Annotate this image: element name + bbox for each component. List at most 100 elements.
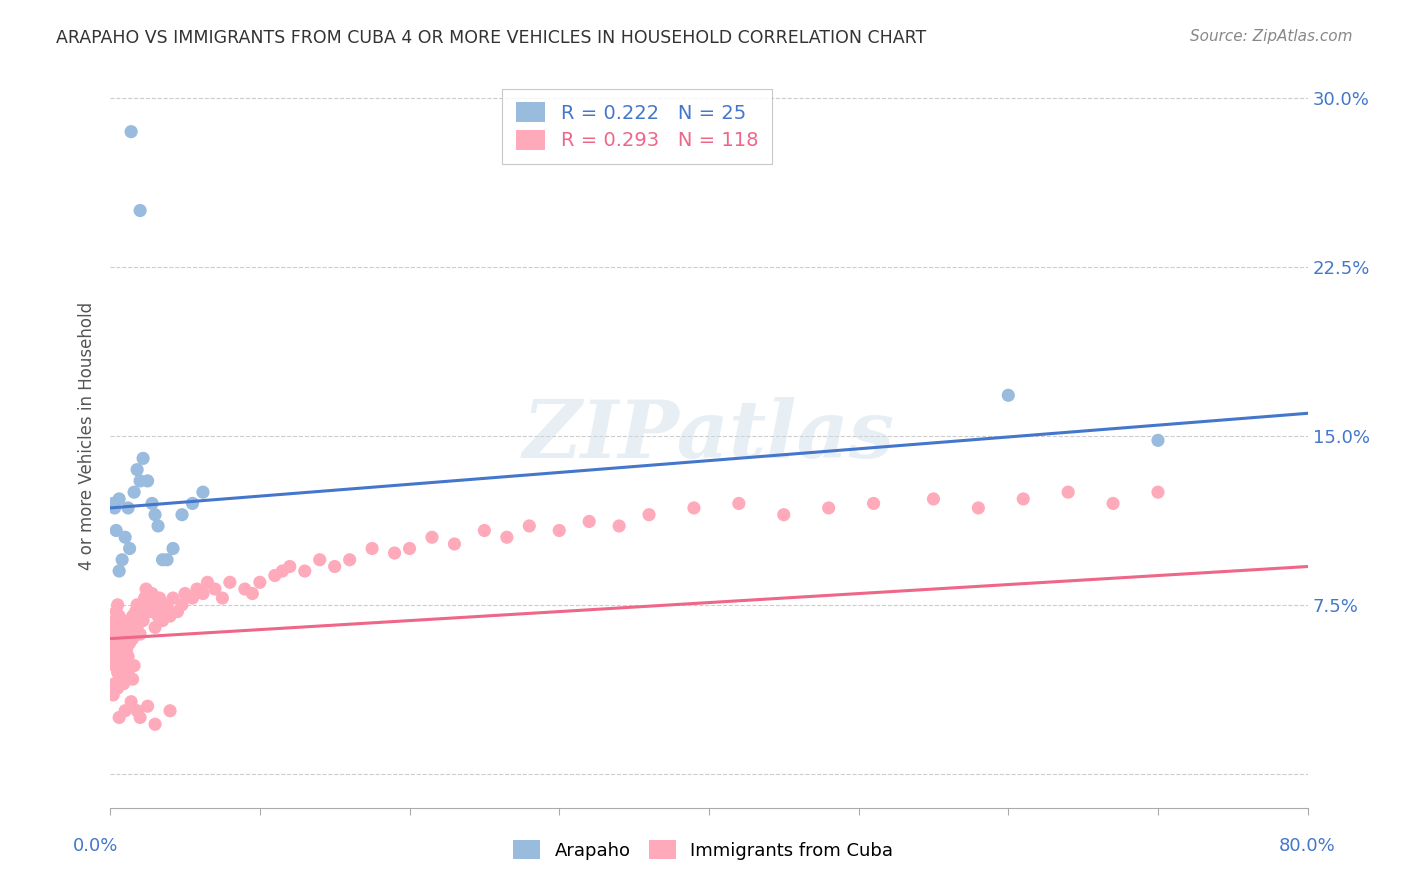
Point [728, 496, 751, 510]
Point [136, 598, 159, 612]
Point [607, 519, 630, 533]
Point [1147, 434, 1170, 448]
Point [143, 717, 166, 731]
Point [115, 643, 138, 657]
Point [967, 500, 990, 515]
Point [110, 643, 132, 657]
Point [111, 636, 134, 650]
Point [204, 582, 226, 596]
Point [474, 524, 496, 538]
Point [112, 627, 135, 641]
Point [101, 688, 124, 702]
Point [233, 582, 256, 596]
Point [166, 605, 188, 619]
Legend: Arapaho, Immigrants from Cuba: Arapaho, Immigrants from Cuba [506, 833, 900, 867]
Point [162, 541, 184, 556]
Point [117, 500, 139, 515]
Point [104, 614, 127, 628]
Point [120, 620, 142, 634]
Point [186, 582, 208, 596]
Point [135, 582, 157, 596]
Point [115, 620, 138, 634]
Point [211, 591, 233, 605]
Point [104, 636, 127, 650]
Point [101, 620, 124, 634]
Point [772, 508, 794, 522]
Point [817, 500, 839, 515]
Point [308, 553, 330, 567]
Point [1102, 496, 1125, 510]
Point [105, 524, 128, 538]
Text: 0.0%: 0.0% [73, 837, 118, 855]
Point [249, 575, 271, 590]
Point [191, 586, 214, 600]
Point [138, 586, 160, 600]
Point [146, 519, 169, 533]
Point [132, 614, 155, 628]
Point [108, 609, 131, 624]
Point [152, 553, 174, 567]
Point [134, 591, 156, 605]
Point [107, 620, 129, 634]
Point [129, 627, 152, 641]
Point [120, 695, 142, 709]
Point [114, 636, 136, 650]
Y-axis label: 4 or more Vehicles in Household: 4 or more Vehicles in Household [79, 301, 96, 570]
Point [107, 665, 129, 680]
Point [110, 672, 132, 686]
Point [129, 203, 152, 218]
Point [548, 524, 571, 538]
Point [156, 598, 179, 612]
Point [495, 530, 517, 544]
Point [323, 559, 346, 574]
Point [128, 609, 150, 624]
Point [191, 485, 214, 500]
Point [141, 496, 163, 510]
Point [108, 564, 131, 578]
Text: ZIPatlas: ZIPatlas [523, 397, 896, 475]
Point [104, 676, 127, 690]
Point [139, 605, 162, 619]
Point [104, 658, 127, 673]
Text: 80.0%: 80.0% [1279, 837, 1336, 855]
Point [121, 609, 143, 624]
Point [143, 508, 166, 522]
Point [105, 681, 128, 696]
Point [174, 586, 197, 600]
Point [578, 515, 600, 529]
Point [132, 451, 155, 466]
Point [108, 491, 131, 506]
Legend: R = 0.222   N = 25, R = 0.293   N = 118: R = 0.222 N = 25, R = 0.293 N = 118 [502, 88, 772, 164]
Point [114, 704, 136, 718]
Point [107, 643, 129, 657]
Point [129, 710, 152, 724]
Point [271, 564, 294, 578]
Point [159, 609, 181, 624]
Point [136, 474, 159, 488]
Point [153, 605, 176, 619]
Point [122, 485, 145, 500]
Point [122, 658, 145, 673]
Point [156, 553, 179, 567]
Point [127, 462, 149, 476]
Point [121, 632, 143, 646]
Point [1147, 485, 1170, 500]
Point [127, 598, 149, 612]
Point [170, 508, 193, 522]
Point [108, 654, 131, 668]
Point [384, 546, 406, 560]
Point [1057, 485, 1080, 500]
Point [114, 530, 136, 544]
Point [100, 654, 122, 668]
Point [129, 474, 152, 488]
Point [127, 704, 149, 718]
Point [638, 508, 661, 522]
Point [105, 627, 128, 641]
Point [420, 530, 443, 544]
Point [101, 643, 124, 657]
Point [143, 620, 166, 634]
Point [181, 591, 204, 605]
Point [862, 496, 884, 510]
Point [124, 605, 146, 619]
Point [398, 541, 420, 556]
